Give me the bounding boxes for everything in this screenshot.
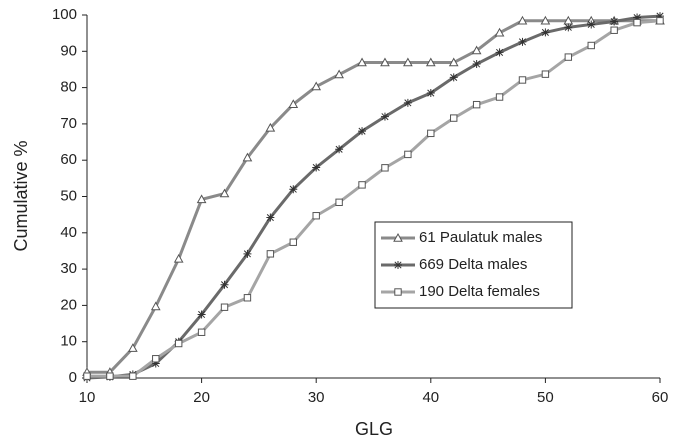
marker xyxy=(196,194,207,204)
marker xyxy=(220,303,229,311)
series-line xyxy=(86,14,661,380)
series-line xyxy=(87,19,661,378)
marker xyxy=(173,253,184,263)
marker xyxy=(243,294,252,302)
marker xyxy=(358,127,367,136)
marker xyxy=(289,238,297,246)
marker xyxy=(449,73,458,82)
marker xyxy=(312,212,320,220)
y-tick-label: 10 xyxy=(60,333,77,350)
x-axis-label: GLG xyxy=(355,419,393,439)
y-tick-label: 30 xyxy=(60,260,77,277)
x-tick-label: 20 xyxy=(193,389,210,406)
legend-marker xyxy=(393,232,403,242)
marker xyxy=(106,372,114,380)
marker xyxy=(426,89,435,98)
marker xyxy=(517,15,528,25)
marker xyxy=(656,17,664,25)
y-tick-label: 100 xyxy=(52,6,77,23)
y-tick-label: 50 xyxy=(60,187,77,204)
marker xyxy=(471,45,482,55)
marker xyxy=(540,15,551,25)
marker xyxy=(357,57,367,67)
marker xyxy=(610,26,618,34)
legend-label: 61 Paulatuk males xyxy=(419,229,542,246)
marker xyxy=(150,301,161,311)
marker xyxy=(404,150,412,159)
marker xyxy=(312,163,321,172)
marker xyxy=(633,18,641,27)
marker xyxy=(197,328,206,336)
marker xyxy=(288,99,299,108)
x-tick-label: 30 xyxy=(308,389,325,406)
marker xyxy=(610,17,619,26)
y-tick-label: 0 xyxy=(69,369,77,386)
marker xyxy=(564,23,573,32)
marker xyxy=(151,359,160,368)
marker xyxy=(541,70,550,78)
marker xyxy=(633,13,642,22)
marker xyxy=(403,98,412,107)
series-line xyxy=(87,19,660,374)
x-tick-label: 60 xyxy=(652,389,669,406)
x-tick-label: 10 xyxy=(79,389,96,406)
marker xyxy=(335,198,343,207)
marker xyxy=(152,355,160,363)
marker xyxy=(518,37,527,46)
marker xyxy=(450,114,458,122)
marker xyxy=(381,164,389,172)
marker xyxy=(518,76,527,84)
marker xyxy=(129,372,137,380)
marker xyxy=(656,12,664,21)
y-tick-label: 60 xyxy=(60,151,77,168)
marker xyxy=(564,53,573,61)
marker xyxy=(220,280,229,289)
marker xyxy=(472,60,481,69)
legend-label: 669 Delta males xyxy=(419,256,527,273)
marker xyxy=(495,48,504,57)
marker xyxy=(427,129,435,138)
legend-label: 190 Delta females xyxy=(419,283,540,300)
marker xyxy=(174,339,183,348)
marker xyxy=(289,185,298,194)
marker xyxy=(380,57,390,67)
marker xyxy=(83,372,91,380)
x-tick-label: 40 xyxy=(422,389,439,406)
y-tick-label: 40 xyxy=(60,224,77,241)
y-axis-label: Cumulative % xyxy=(11,140,31,251)
marker xyxy=(334,69,344,79)
marker xyxy=(358,181,366,189)
marker xyxy=(380,112,389,121)
legend-marker xyxy=(394,261,402,269)
marker xyxy=(472,100,481,109)
y-tick-label: 20 xyxy=(60,296,77,313)
marker xyxy=(587,20,596,29)
marker xyxy=(494,27,505,37)
legend-marker xyxy=(394,288,402,296)
y-tick-label: 70 xyxy=(60,115,77,132)
marker xyxy=(335,145,344,154)
marker xyxy=(266,250,275,258)
marker xyxy=(448,57,459,67)
marker xyxy=(541,28,550,37)
marker xyxy=(242,152,253,162)
marker xyxy=(219,188,230,198)
marker xyxy=(311,81,322,91)
y-tick-label: 80 xyxy=(60,79,77,96)
marker xyxy=(403,57,413,67)
marker xyxy=(197,310,206,319)
marker xyxy=(265,122,276,132)
marker xyxy=(266,213,275,222)
marker xyxy=(127,343,138,352)
marker xyxy=(587,41,595,50)
marker xyxy=(425,57,436,67)
marker xyxy=(495,93,504,101)
x-tick-label: 50 xyxy=(537,389,554,406)
y-tick-label: 90 xyxy=(60,42,77,59)
marker xyxy=(243,249,252,258)
